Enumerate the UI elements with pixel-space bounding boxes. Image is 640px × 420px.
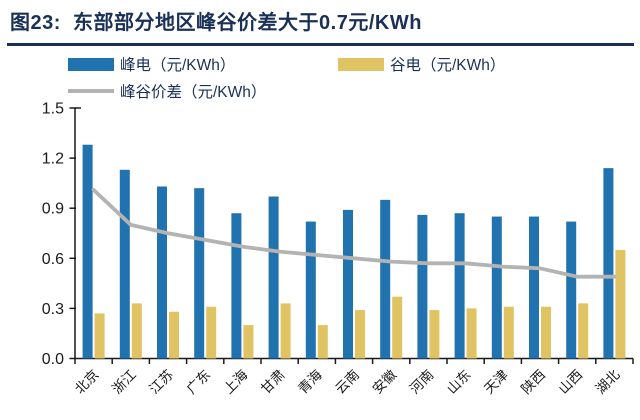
bar-peak-天津 xyxy=(491,216,502,359)
bar-valley-湖北 xyxy=(615,249,626,359)
bar-peak-上海 xyxy=(231,213,242,359)
bar-peak-陕西 xyxy=(529,216,539,359)
legend-item-diff: 峰谷价差（元/KWh） xyxy=(68,80,266,102)
bar-valley-甘肃 xyxy=(280,303,291,359)
y-tick-label: 1.2 xyxy=(42,151,64,168)
x-label-广东: 广东 xyxy=(184,367,214,397)
y-tick-label: 0.0 xyxy=(42,351,64,368)
legend-item-valley: 谷电（元/KWh） xyxy=(338,53,505,75)
bar-peak-云南 xyxy=(343,209,353,359)
bar-peak-湖北 xyxy=(603,168,614,359)
x-label-陕西: 陕西 xyxy=(518,367,548,397)
bar-peak-山东 xyxy=(454,213,465,359)
bar-peak-北京 xyxy=(82,144,93,359)
bar-valley-天津 xyxy=(503,306,514,359)
bar-valley-陕西 xyxy=(541,306,551,359)
bar-peak-广东 xyxy=(194,188,205,359)
bar-peak-安徽 xyxy=(380,199,391,359)
bar-valley-山西 xyxy=(578,303,589,359)
title-divider xyxy=(7,43,634,46)
x-label-湖北: 湖北 xyxy=(593,367,623,397)
x-label-天津: 天津 xyxy=(481,367,511,397)
y-tick-label: 0.6 xyxy=(42,251,64,268)
y-tick-label: 0.9 xyxy=(42,201,64,218)
bar-valley-安徽 xyxy=(392,296,403,359)
x-label-山西: 山西 xyxy=(556,367,586,397)
x-label-河南: 河南 xyxy=(407,367,437,397)
bar-valley-江苏 xyxy=(169,311,179,359)
bar-valley-青海 xyxy=(317,325,328,359)
bar-valley-广东 xyxy=(206,306,217,359)
x-label-云南: 云南 xyxy=(332,367,362,397)
x-label-浙江: 浙江 xyxy=(109,367,139,397)
x-label-山东: 山东 xyxy=(444,367,474,397)
bar-valley-北京 xyxy=(94,313,105,359)
legend-valley-label: 谷电（元/KWh） xyxy=(390,57,506,74)
bar-valley-上海 xyxy=(243,325,254,359)
bar-peak-浙江 xyxy=(119,169,130,359)
legend-diff-label: 峰谷价差（元/KWh） xyxy=(120,84,267,101)
bar-peak-河南 xyxy=(417,214,428,359)
legend-item-peak: 峰电（元/KWh） xyxy=(68,53,235,75)
bar-valley-云南 xyxy=(355,310,365,359)
bar-valley-河南 xyxy=(429,310,440,359)
bar-peak-山西 xyxy=(566,221,577,359)
bar-peak-江苏 xyxy=(157,186,167,359)
x-label-上海: 上海 xyxy=(221,367,251,397)
figure-title: 图23: 东部部分地区峰谷价差大于0.7元/KWh xyxy=(10,12,422,34)
y-tick-label: 0.3 xyxy=(42,301,64,318)
bar-peak-甘肃 xyxy=(268,196,279,359)
diff-line xyxy=(91,187,617,279)
x-label-江苏: 江苏 xyxy=(146,367,176,397)
valley-swatch-icon xyxy=(338,57,384,71)
x-label-北京: 北京 xyxy=(72,367,102,397)
peak-swatch-icon xyxy=(68,57,114,71)
diff-swatch-icon xyxy=(68,89,114,93)
x-label-青海: 青海 xyxy=(295,367,325,397)
x-label-安徽: 安徽 xyxy=(370,367,400,397)
bar-valley-山东 xyxy=(466,308,477,359)
y-tick-label: 1.5 xyxy=(42,101,64,118)
bar-peak-青海 xyxy=(305,221,316,359)
legend-peak-label: 峰电（元/KWh） xyxy=(120,57,236,74)
bar-valley-浙江 xyxy=(131,303,142,359)
x-label-甘肃: 甘肃 xyxy=(258,367,288,397)
